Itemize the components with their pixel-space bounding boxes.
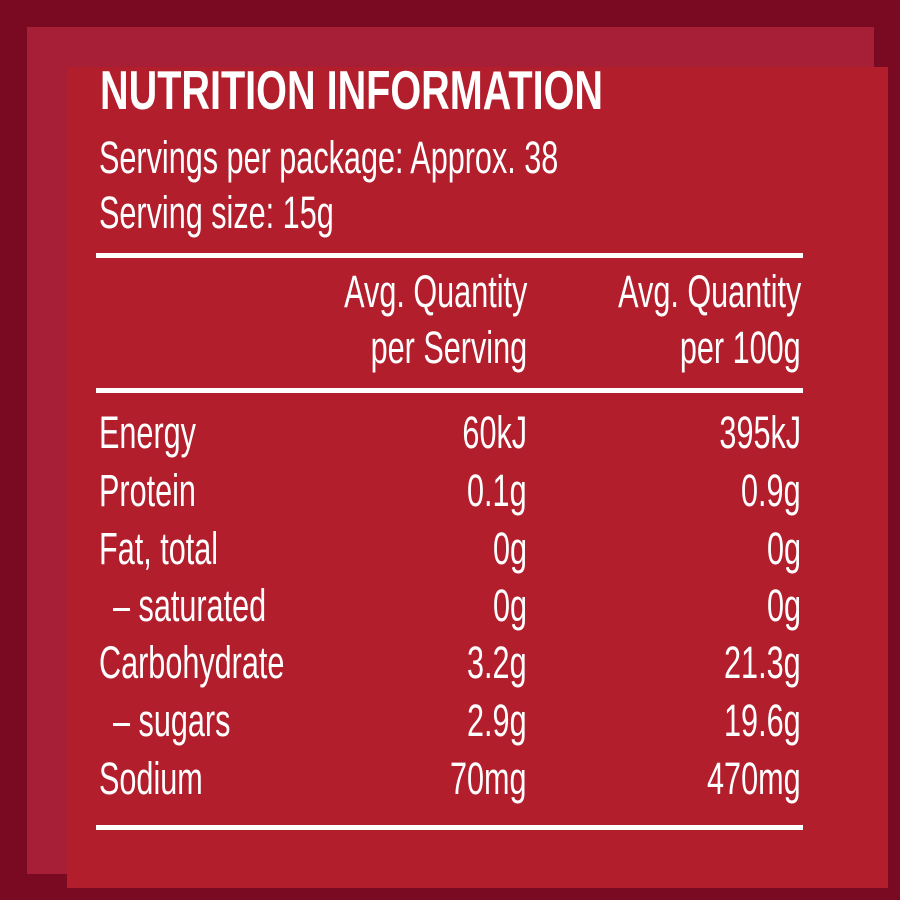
nutrient-name: Sodium — [99, 750, 252, 808]
nutrient-name: – saturated — [113, 577, 338, 635]
per-100g-value: 470mg — [663, 750, 801, 808]
column-header-line2: per Serving — [370, 322, 527, 373]
per-100g-text: 395kJ — [719, 407, 801, 458]
table-row: – saturated 0g 0g — [0, 577, 900, 635]
table-row: Protein 0.1g 0.9g — [0, 462, 900, 520]
nutrient-name-text: Energy — [99, 407, 196, 458]
per-100g-text: 470mg — [707, 753, 801, 804]
table-row: – sugars 2.9g 19.6g — [0, 692, 900, 750]
per-100g-value: 0g — [751, 577, 801, 635]
per-serving-value: 3.2g — [439, 634, 527, 692]
nutrition-title: NUTRITION INFORMATION — [100, 62, 799, 118]
table-row: Sodium 70mg 470mg — [0, 750, 900, 808]
column-header-line2: per 100g — [680, 322, 801, 373]
nutrient-name: Carbohydrate — [99, 634, 372, 692]
per-100g-value: 21.3g — [688, 634, 801, 692]
nutrient-name-text: – saturated — [113, 580, 267, 631]
label-panel — [67, 67, 888, 888]
nutrient-name-text: Sodium — [99, 753, 203, 804]
per-serving-text: 3.2g — [467, 637, 527, 688]
column-header-per-100g: Avg. Quantity per 100g — [532, 264, 801, 376]
per-100g-text: 0g — [766, 580, 801, 631]
serving-size-text: Serving size: 15g — [99, 187, 334, 238]
per-serving-text: 0.1g — [467, 465, 527, 516]
bottom-divider — [96, 825, 803, 830]
serving-size: Serving size: 15g — [99, 188, 444, 238]
nutrient-name: – sugars — [113, 692, 286, 750]
nutrient-name-text: Fat, total — [99, 523, 219, 574]
nutrient-name: Protein — [99, 462, 242, 520]
servings-per-package-text: Servings per package: Approx. 38 — [99, 132, 559, 183]
label-outer-frame — [27, 27, 888, 888]
per-serving-value: 70mg — [414, 750, 527, 808]
column-header-line1: Avg. Quantity — [343, 266, 527, 317]
nutrient-name-text: Carbohydrate — [99, 637, 285, 688]
table-row: Carbohydrate 3.2g 21.3g — [0, 634, 900, 692]
per-100g-text: 19.6g — [724, 695, 801, 746]
per-serving-value: 60kJ — [432, 404, 527, 462]
per-serving-value: 0g — [477, 520, 527, 578]
column-header-per-serving: Avg. Quantity per Serving — [258, 264, 527, 376]
per-100g-value: 0g — [751, 520, 801, 578]
per-serving-value: 2.9g — [439, 692, 527, 750]
header-divider — [96, 388, 803, 393]
per-100g-text: 0.9g — [741, 465, 801, 516]
servings-per-package: Servings per package: Approx. 38 — [99, 133, 774, 183]
per-serving-text: 0g — [492, 523, 527, 574]
per-100g-value: 19.6g — [688, 692, 801, 750]
per-serving-value: 0g — [477, 577, 527, 635]
per-serving-text: 70mg — [450, 753, 527, 804]
per-100g-text: 21.3g — [724, 637, 801, 688]
nutrient-name-text: – sugars — [113, 695, 231, 746]
per-100g-value: 395kJ — [681, 404, 801, 462]
column-header-line1: Avg. Quantity — [617, 266, 801, 317]
per-serving-text: 2.9g — [467, 695, 527, 746]
title-text: NUTRITION INFORMATION — [100, 59, 604, 121]
per-100g-text: 0g — [766, 523, 801, 574]
table-row: Energy 60kJ 395kJ — [0, 404, 900, 462]
nutrient-name: Fat, total — [99, 520, 274, 578]
per-serving-text: 60kJ — [462, 407, 527, 458]
table-row: Fat, total 0g 0g — [0, 520, 900, 578]
nutrient-name-text: Protein — [99, 465, 196, 516]
per-serving-text: 0g — [492, 580, 527, 631]
per-100g-value: 0.9g — [713, 462, 801, 520]
top-divider — [96, 253, 803, 258]
per-serving-value: 0.1g — [439, 462, 527, 520]
nutrient-name: Energy — [99, 404, 242, 462]
